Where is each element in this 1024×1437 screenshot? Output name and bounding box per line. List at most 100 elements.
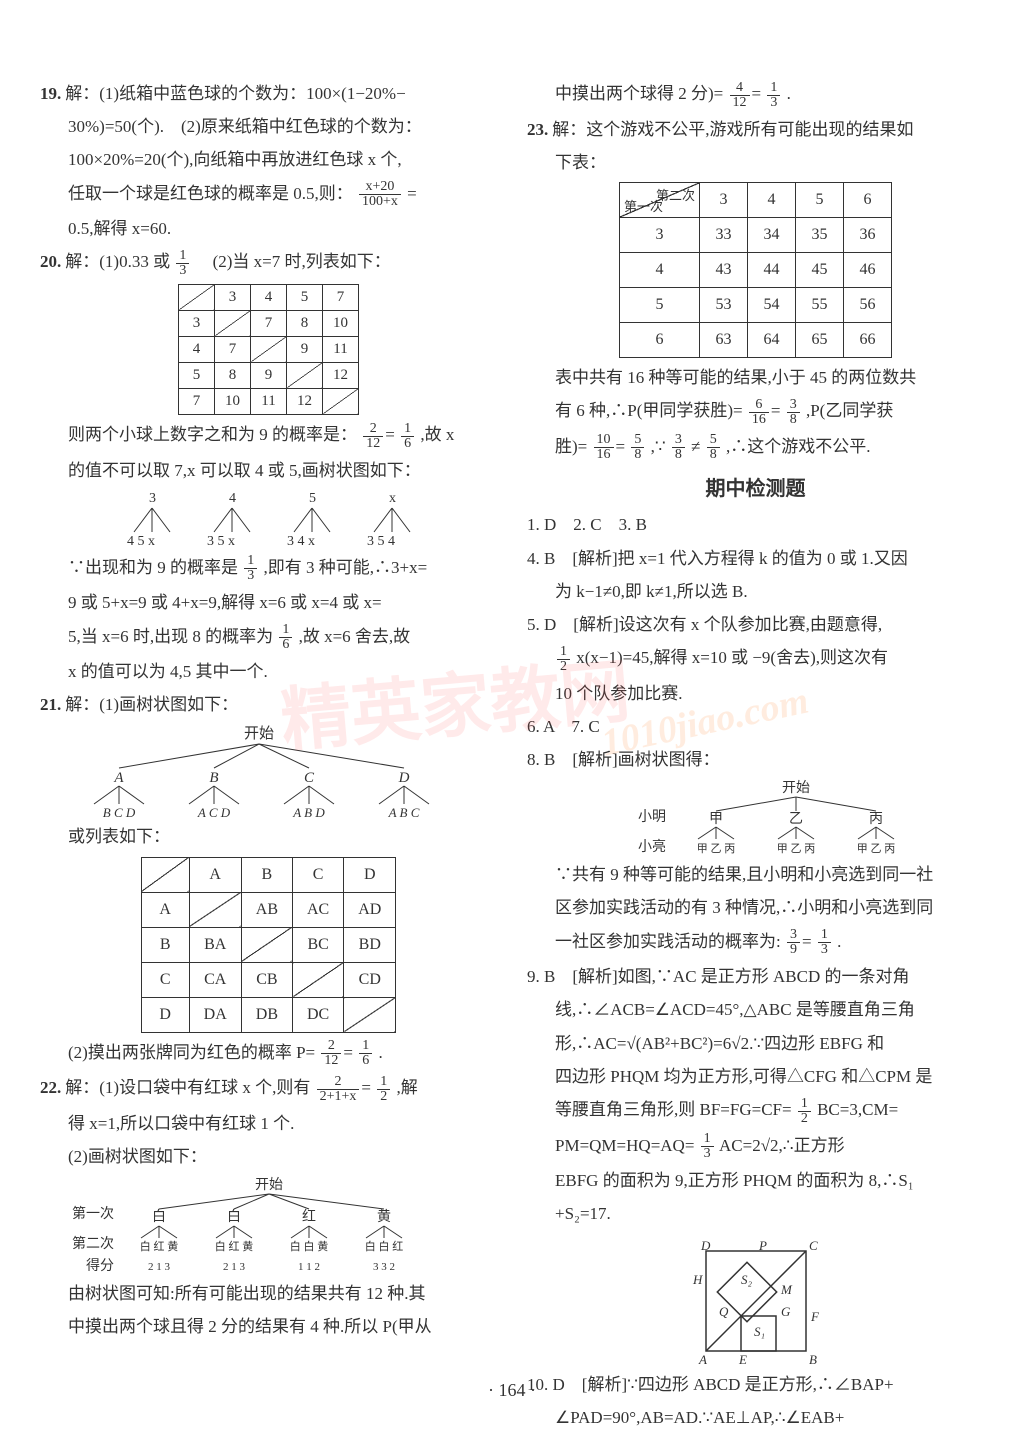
svg-text:4: 4 (229, 491, 236, 506)
q19-line4: 任取一个球是红色球的概率是 0.5,则： x+20100+x = (40, 180, 497, 210)
q20-frac4: 16 (279, 623, 292, 652)
q20-text1b: (2)当 x=7 时,列表如下： (196, 252, 391, 271)
q22-line5: 中摸出两个球且得 2 分的结果有 4 种.所以 P(甲从 (40, 1313, 497, 1340)
left-column: 19.解：(1)纸箱中蓝色球的个数为：100×(1−20%− 30%)=50(个… (40, 80, 497, 1437)
q20-frac2b: 16 (401, 422, 414, 451)
mt-a9-l5: 等腰直角三角形,则 BF=FG=CF= 12 BC=3,CM= (527, 1096, 984, 1126)
mt-a8-t4b: . (837, 932, 841, 951)
svg-text:5: 5 (309, 491, 316, 506)
svg-text:P: P (758, 1238, 767, 1253)
q21-pair-table: ABCD AABACAD BBABCBD CCACBCD DDADBDC (141, 857, 397, 1033)
svg-text:A B C: A B C (387, 805, 419, 819)
svg-text:3 5 x: 3 5 x (207, 534, 235, 549)
q23-frac2b: 38 (787, 398, 800, 427)
svg-text:黄: 黄 (377, 1208, 391, 1225)
mt-a9-l4: 四边形 PHQM 均为正方形,可得△CFG 和△CPM 是 (527, 1063, 984, 1090)
q21-line2: 或列表如下： (40, 823, 497, 850)
q19-number: 19. (40, 84, 61, 103)
svg-text:3 3 2: 3 3 2 (373, 1261, 395, 1273)
mt-a10-l2: ∠PAD=90°,AB=AD.∵AE⊥AP,∴∠EAB+ (527, 1404, 984, 1431)
q21-frac1b: 16 (359, 1039, 372, 1068)
q23-line3: 表中共有 16 种等可能的结果,小于 45 的两位数共 (527, 364, 984, 391)
q23-hdr-top: 第二次 (656, 185, 695, 204)
q20-t4b: ,即有 3 种可能,∴3+x= (264, 558, 428, 577)
q20-text1a: 解：(1)0.33 或 (65, 252, 170, 271)
svg-text:A: A (113, 770, 124, 786)
q23-frac2a: 616 (749, 398, 769, 427)
mt-a9-frac2: 13 (701, 1132, 714, 1161)
q22-number: 22. (40, 1078, 61, 1097)
q23-line4: 有 6 种,∴P(甲同学获胜)= 616= 38 ,P(乙同学获 (527, 397, 984, 427)
q23-line2: 下表： (527, 149, 984, 176)
svg-text:4 5 x: 4 5 x (127, 534, 155, 549)
two-column-layout: 19.解：(1)纸箱中蓝色球的个数为：100×(1−20%− 30%)=50(个… (40, 80, 984, 1437)
q22-line2: 得 x=1,所以口袋中有红球 1 个. (40, 1110, 497, 1137)
q20-line5: 9 或 5+x=9 或 4+x=9,解得 x=6 或 x=4 或 x= (40, 589, 497, 616)
svg-text:C: C (303, 770, 314, 786)
mt-a8-tree: 开始 小明 甲乙丙 小亮 甲 乙 丙甲 乙 丙甲 乙 丙 (596, 779, 916, 857)
mt-a9-l6: PM=QM=HQ=AQ= 13 AC=2√2,∴正方形 (527, 1132, 984, 1162)
q22-line3: (2)画树状图如下： (40, 1143, 497, 1170)
svg-text:开始: 开始 (243, 725, 273, 742)
q19-text1: 解：(1)纸箱中蓝色球的个数为：100×(1−20%− (65, 84, 405, 103)
q22-text1a: 解：(1)设口袋中有红球 x 个,则有 (65, 1078, 310, 1097)
mt-a9-l2: 线,∴∠ACB=∠ACD=45°,△ABC 是等腰直角三角 (527, 996, 984, 1023)
svg-text:2 1 3: 2 1 3 (148, 1261, 171, 1273)
svg-text:D: D (700, 1238, 711, 1253)
q21-number: 21. (40, 695, 61, 714)
mt-a9-l8: +S₂=17. (527, 1200, 984, 1227)
mt-a8-l1: 8. B [解析]画树状图得： (527, 746, 984, 773)
svg-text:3 5 4: 3 5 4 (367, 534, 395, 549)
q23-number: 23. (527, 120, 548, 139)
svg-text:S₂: S₂ (741, 1272, 753, 1287)
q22c-line1: 中摸出两个球得 2 分)= 412= 13 . (527, 80, 984, 110)
svg-text:红: 红 (302, 1209, 316, 1225)
svg-text:3 4 x: 3 4 x (287, 534, 315, 549)
mt-a8-l4: 一社区参加实践活动的概率为: 39= 13 . (527, 928, 984, 958)
q22c-frac1b: 13 (767, 81, 780, 110)
svg-text:3: 3 (149, 491, 156, 506)
q23-t5a: 胜)= (555, 437, 587, 456)
svg-text:白: 白 (227, 1209, 241, 1225)
mt-a9-l1: 9. B [解析]如图,∵AC 是正方形 ABCD 的一条对角 (527, 963, 984, 990)
svg-text:B C D: B C D (102, 805, 135, 819)
q22-tree-diagram: 开始 第一次 白白红黄 第二次 白 红 黄白 红 黄白 白 黄白 白 红 得分 … (69, 1176, 469, 1276)
q23-t4a: 有 6 种,∴P(甲同学获胜)= (555, 401, 743, 420)
q20-sum-table: 3457 37810 47911 58912 7101112 (178, 284, 359, 415)
svg-text:甲 乙 丙: 甲 乙 丙 (696, 842, 735, 855)
svg-text:A: A (698, 1352, 707, 1366)
q20-line3: 的值不可以取 7,x 可以取 4 或 5,画树状图如下： (40, 457, 497, 484)
q20-frac2a: 212 (363, 422, 383, 451)
mt-a9-t5b: BC=3,CM= (817, 1100, 898, 1119)
svg-text:2 1 3: 2 1 3 (223, 1261, 246, 1273)
q23-text1: 解：这个游戏不公平,游戏所有可能出现的结果如 (552, 120, 913, 139)
svg-text:M: M (780, 1282, 793, 1297)
q23-neq: ≠ (691, 437, 700, 456)
mt-a123: 1. D 2. C 3. B (527, 511, 984, 538)
mt-a9-t5a: 等腰直角三角形,则 BF=FG=CF= (555, 1100, 792, 1119)
midterm-title: 期中检测题 (527, 472, 984, 501)
q20-line1: 20.解：(1)0.33 或 13 (2)当 x=7 时,列表如下： (40, 248, 497, 278)
mt-a8-l3: 区参加实践活动的有 3 种情况,∴小明和小亮选到同 (527, 894, 984, 921)
q21-frac1a: 212 (321, 1039, 341, 1068)
mt-a8-l2: ∵共有 9 种等可能的结果,且小明和小亮选到同一社 (527, 861, 984, 888)
svg-text:甲 乙 丙: 甲 乙 丙 (776, 842, 815, 855)
svg-text:开始: 开始 (255, 1177, 283, 1193)
q23-t5b: ,∵ (651, 437, 666, 456)
q20-frac1: 13 (176, 249, 189, 278)
q19-line1: 19.解：(1)纸箱中蓝色球的个数为：100×(1−20%− (40, 80, 497, 107)
q23-t5c: ,∴这个游戏不公平. (726, 437, 871, 456)
q20-line2: 则两个小球上数字之和为 9 的概率是： 212= 16 ,故 x (40, 421, 497, 451)
q22c-frac1a: 412 (730, 81, 750, 110)
svg-text:H: H (692, 1272, 703, 1287)
mt-a9-t6a: PM=QM=HQ=AQ= (555, 1136, 694, 1155)
q22c-t1a: 中摸出两个球得 2 分)= (555, 84, 723, 103)
mt-a9-l3: 形,∴AC=√(AB²+BC²)=6√2.∵四边形 EBFG 和 (527, 1030, 984, 1057)
q20-frac3: 13 (244, 554, 257, 583)
q19-line2: 30%)=50(个). (2)原来纸箱中红色球的个数为： (40, 113, 497, 140)
svg-text:S₁: S₁ (754, 1324, 765, 1339)
svg-text:第一次: 第一次 (72, 1205, 114, 1222)
mt-a4-l1: 4. B [解析]把 x=1 代入方程得 k 的值为 0 或 1.又因 (527, 545, 984, 572)
q23-frac3d: 58 (707, 433, 720, 462)
q19-fraction: x+20100+x (359, 180, 401, 209)
